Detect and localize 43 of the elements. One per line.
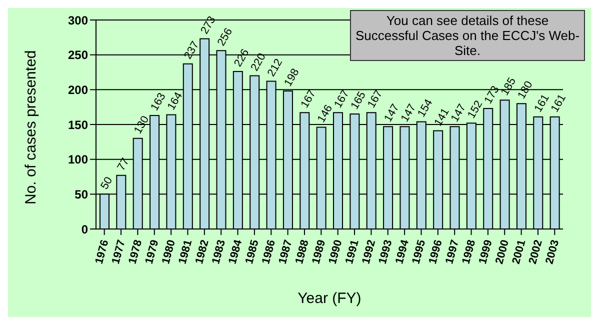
x-tick-label: 1979 [143,238,162,266]
x-tick-label: 1984 [226,238,245,266]
x-tick-label: 1981 [176,238,195,266]
x-tick-label: 1982 [193,238,212,266]
x-tick-label: 1980 [160,238,178,266]
y-tick-label: 0 [81,222,88,236]
x-tick-label: 1991 [343,238,362,266]
x-tick-label: 1987 [276,238,295,266]
y-tick-label: 50 [74,187,88,202]
x-tick-label: 1977 [110,238,128,266]
x-tick-label: 1983 [210,238,228,266]
data-label: 161 [549,92,569,114]
x-axis-title: Year (FY) [298,290,362,307]
x-tick-label: 1992 [360,238,378,266]
y-axis-title: No. of cases presented [22,50,40,204]
x-tick-label: 1985 [243,238,262,266]
x-tick-label: 1988 [293,238,312,266]
x-tick-label: 1996 [426,238,445,266]
x-tick-label: 1989 [310,238,328,266]
y-tick-label: 200 [68,82,88,97]
x-tick-label: 1993 [376,238,395,266]
annotation: You can see details of these Successful Cases on the ECCJ's Web-Site. [350,10,585,61]
data-label: 77 [115,156,132,173]
x-tick-label: 2002 [526,238,545,266]
x-tick-label: 1998 [460,238,478,266]
x-tick-label: 1986 [260,238,278,266]
x-tick-label: 1976 [93,238,112,266]
x-tick-label: 2000 [494,238,512,266]
x-tick-label: 1990 [326,238,345,266]
x-tick-label: 1994 [394,238,412,266]
x-tick-label: 1999 [476,238,495,266]
y-tick-label: 300 [68,13,88,28]
x-tick-label: 1978 [126,238,145,266]
data-label: 256 [215,26,236,48]
x-tick-label: 1997 [444,238,462,266]
x-tick-label: 2001 [510,238,528,266]
data-label: 50 [98,175,116,192]
x-tick-label: 2003 [544,238,562,266]
y-tick-label: 150 [68,118,88,132]
data-label: 167 [298,88,318,110]
y-tick-label: 100 [68,152,88,167]
x-tick-label: 1995 [410,238,428,266]
y-tick-label: 250 [68,48,88,62]
